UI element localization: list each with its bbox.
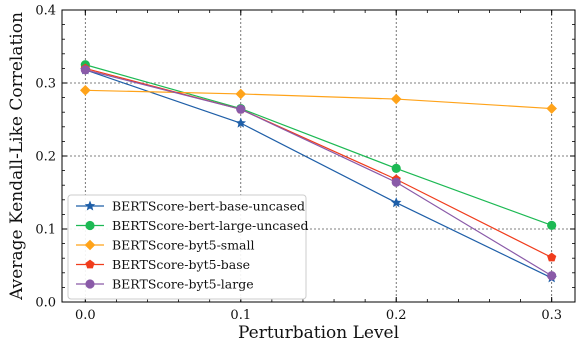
legend-label: BERTScore-byt5-large <box>112 276 254 291</box>
legend-item: BERTScore-byt5-large <box>76 276 254 291</box>
data-point <box>547 220 557 230</box>
legend-marker <box>85 220 95 231</box>
legend-item: BERTScore-byt5-base <box>76 257 250 272</box>
legend-item: BERTScore-byt5-small <box>76 237 255 252</box>
series-line <box>85 67 552 259</box>
series-3 <box>80 85 557 114</box>
x-tick-label: 0.2 <box>386 308 407 323</box>
legend-label: BERTScore-bert-base-uncased <box>112 198 305 213</box>
data-point <box>235 88 247 100</box>
legend-label: BERTScore-bert-large-uncased <box>112 218 309 233</box>
data-point <box>80 85 91 96</box>
series-line <box>85 69 552 277</box>
y-tick-labels: 0.0 0.1 0.2 0.3 0.4 <box>35 4 56 311</box>
data-point <box>547 252 557 262</box>
x-tick-label: 0.1 <box>230 308 251 323</box>
series-line <box>85 89 552 110</box>
legend-item: BERTScore-bert-base-uncased <box>76 198 305 213</box>
legend-label: BERTScore-byt5-small <box>112 237 255 252</box>
data-point <box>546 103 557 114</box>
grid-lines <box>62 10 575 302</box>
y-axis-label: Average Kendall-Like Correlation <box>7 12 27 301</box>
legend-item: BERTScore-bert-large-uncased <box>76 218 309 233</box>
data-point <box>391 177 401 187</box>
x-tick-labels: 0.0 0.1 0.2 0.3 <box>75 308 562 323</box>
legend: BERTScore-bert-base-uncased BERTScore-ber… <box>67 194 309 300</box>
legend-box <box>67 194 307 300</box>
y-tick-label: 0.1 <box>35 223 56 238</box>
data-point <box>390 197 402 208</box>
legend-label: BERTScore-byt5-base <box>112 257 250 272</box>
plot-frame <box>61 9 576 303</box>
x-axis-label: Perturbation Level <box>238 323 399 342</box>
series-group <box>80 60 557 283</box>
data-point <box>391 163 401 174</box>
series-line <box>85 64 552 226</box>
data-point <box>80 65 90 75</box>
legend-marker <box>85 279 95 289</box>
x-tick-label: 0.0 <box>75 308 96 323</box>
y-tick-label: 0.4 <box>35 4 56 19</box>
y-tick-label: 0.2 <box>35 150 56 165</box>
series-line <box>85 69 552 279</box>
data-point <box>235 117 247 128</box>
y-tick-label: 0.3 <box>35 77 56 92</box>
data-point <box>390 93 402 105</box>
legend-marker <box>85 259 95 269</box>
x-tick-label: 0.3 <box>541 308 562 323</box>
series-5 <box>80 65 557 281</box>
legend-marker <box>84 239 96 251</box>
y-tick-label: 0.0 <box>35 296 56 311</box>
legend-marker <box>84 200 96 211</box>
data-point <box>547 271 557 281</box>
data-point <box>236 104 246 114</box>
